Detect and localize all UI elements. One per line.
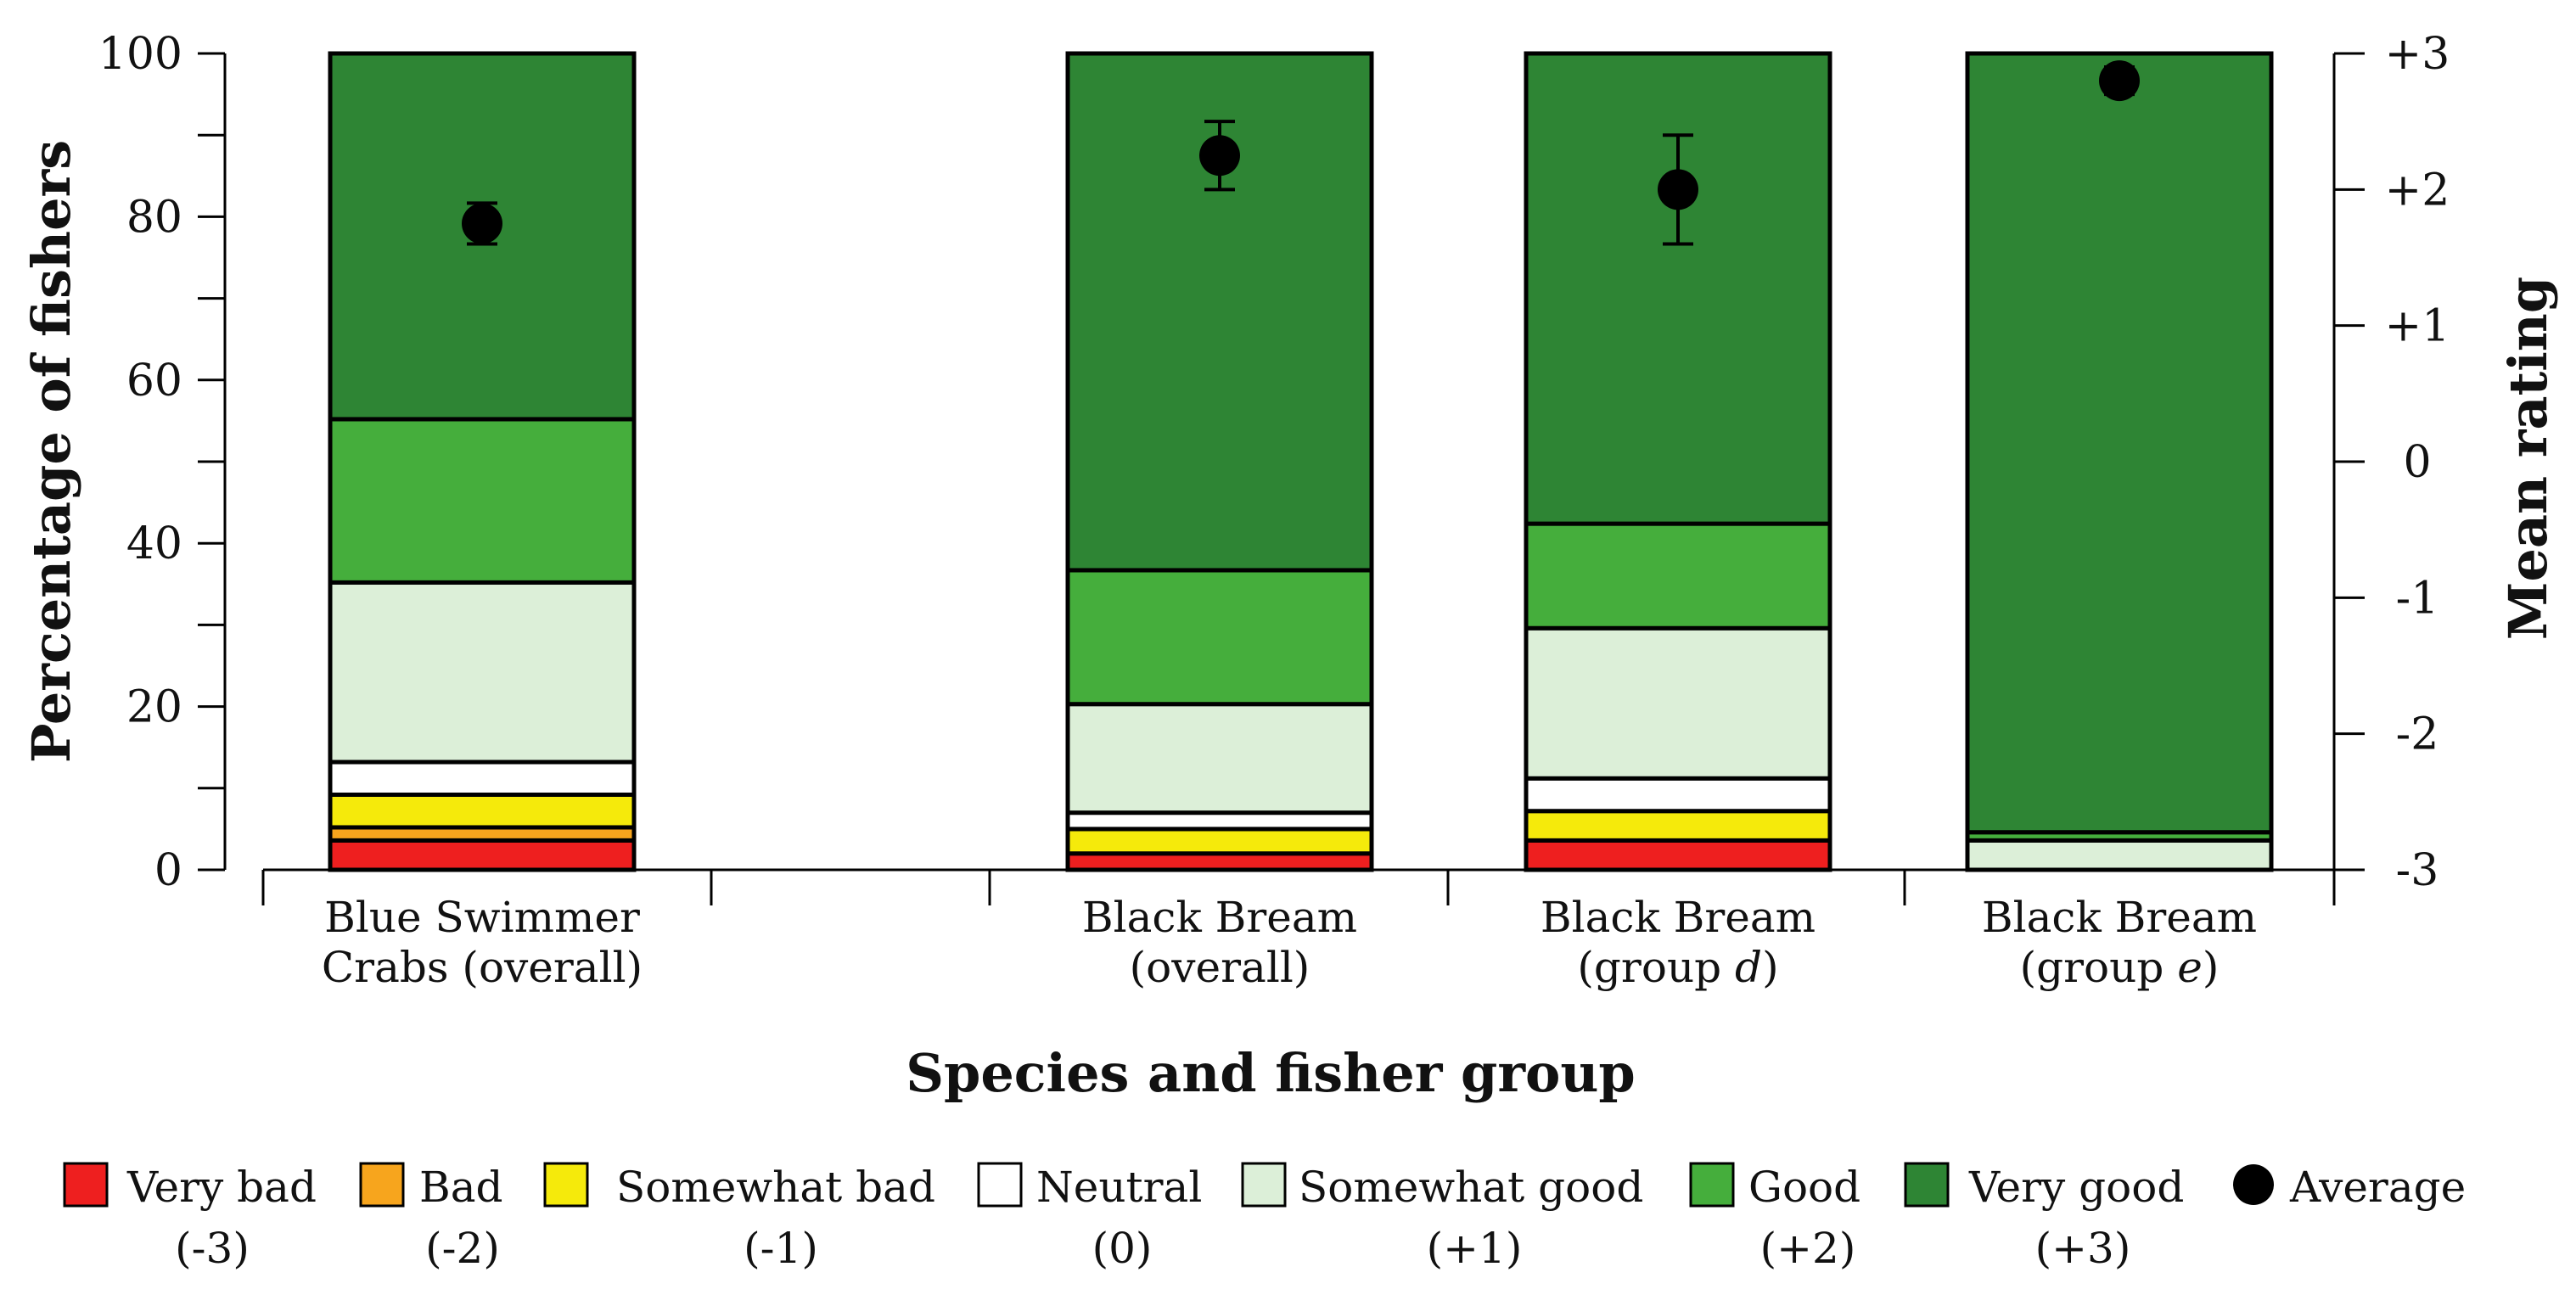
bar-segment-2-3 [1524,776,1832,814]
x-axis-title: Species and fisher group [906,1042,1636,1104]
category-label-1-line2: (overall) [1130,943,1310,992]
legend-average-marker [2233,1164,2274,1205]
legend-code-2: (-1) [744,1224,818,1273]
bar-segment-2-5 [1524,521,1832,631]
bar-segment-0-2 [328,792,637,830]
bar-segment-1-4 [1065,702,1374,816]
average-point-1 [1199,135,1240,177]
y-tick-label-2: 40 [126,518,182,569]
bar-segment-2-2 [1524,809,1832,843]
average-point-2 [1658,169,1698,210]
average-point-3 [2099,60,2140,102]
legend-code-6: (+3) [2035,1224,2131,1273]
legend: Very bad (-3) Bad (-2) Somewhat bad (-1) Neutr… [63,1162,2466,1273]
category-label-3-line2: (group e) [2020,943,2220,992]
bar-segment-3-6 [1965,51,2274,835]
category-label-0-line1: Blue Swimmer [324,893,640,942]
legend-swatch-1 [359,1162,405,1208]
y-tick-label-3: 60 [126,356,182,406]
average-markers [462,60,2140,246]
y-right-tick-label-3: 0 [2403,437,2431,488]
category-label-2-line1: Black Bream [1541,893,1816,942]
category-label-3-line1: Black Bream [1982,893,2257,942]
legend-label-5: Good [1748,1163,1860,1212]
legend-code-3: (0) [1092,1224,1153,1273]
y-right-tick-label-5: +2 [2385,165,2450,216]
y-axis-right-title: Mean rating [2497,277,2559,640]
legend-swatch-2 [543,1162,589,1208]
bar-segment-1-5 [1065,568,1374,707]
y-right-tick-label-6: +3 [2385,29,2450,80]
y-tick-label-4: 80 [126,192,182,243]
category-label-0-line2: Crabs (overall) [322,943,643,992]
bar-segment-0-5 [328,417,637,585]
bar-segment-0-0 [328,838,637,872]
bar-segment-1-0 [1065,851,1374,872]
legend-label-3: Neutral [1036,1163,1202,1212]
bar-segment-0-4 [328,580,637,765]
y-right-tick-label-2: -1 [2396,573,2439,624]
bar-segment-2-0 [1524,838,1832,872]
bar-segment-1-3 [1065,810,1374,832]
bar-segment-2-4 [1524,625,1832,781]
y-right-tick-label-1: -2 [2396,709,2439,760]
legend-code-1: (-2) [425,1224,500,1273]
legend-swatch-0 [63,1162,109,1208]
bar-segment-0-3 [328,759,637,797]
bar-segment-2-6 [1524,51,1832,526]
y-axis-title: Percentage of fishers [20,140,82,763]
y-tick-label-5: 100 [98,29,182,80]
legend-swatch-4 [1241,1162,1287,1208]
legend-swatch-6 [1904,1162,1950,1208]
average-point-0 [462,203,502,244]
legend-label-0: Very bad [126,1163,317,1212]
y-tick-label-1: 20 [126,682,182,733]
category-label-2-line2: (group d) [1577,943,1778,992]
legend-label-2: Somewhat bad [616,1163,935,1212]
bars-layer [328,51,2274,872]
legend-average-label: Average [2289,1163,2466,1212]
y-right-tick-label-4: +1 [2385,301,2450,352]
bar-segment-1-2 [1065,827,1374,856]
legend-label-6: Very good [1968,1163,2184,1212]
legend-swatch-3 [977,1162,1023,1208]
legend-label-1: Bad [419,1163,503,1212]
bar-segment-3-4 [1965,838,2274,872]
legend-code-0: (-3) [175,1224,250,1273]
legend-swatch-5 [1689,1162,1735,1208]
category-label-1-line1: Black Bream [1082,893,1357,942]
legend-label-4: Somewhat good [1299,1163,1643,1212]
axes: 0 20 40 60 80 100 -3 -2 -1 0 +1 +2 +3 Blue SwimmerCra… [98,29,2450,992]
y-tick-label-0: 0 [154,845,182,896]
legend-code-5: (+2) [1760,1224,1856,1273]
y-right-tick-label-0: -3 [2396,845,2439,896]
legend-code-4: (+1) [1427,1224,1523,1273]
